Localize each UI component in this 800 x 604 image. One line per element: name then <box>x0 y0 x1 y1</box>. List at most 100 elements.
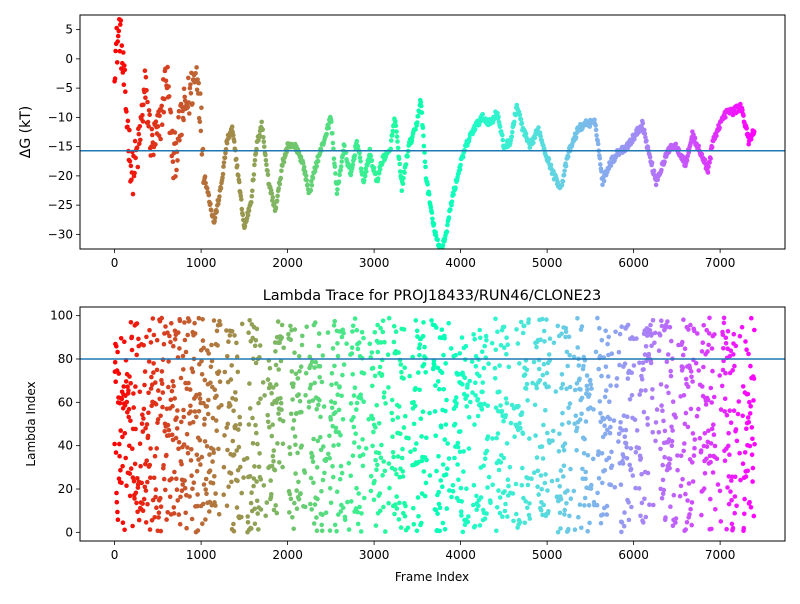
lambda-point <box>440 462 446 467</box>
delta-g-point <box>275 193 280 199</box>
lambda-point <box>182 320 187 325</box>
delta-g-point <box>563 163 569 169</box>
lambda-point <box>681 448 686 454</box>
lambda-point <box>500 514 505 519</box>
lambda-point <box>363 446 369 451</box>
lambda-point <box>329 382 334 388</box>
lambda-point <box>370 416 376 422</box>
lambda-point <box>483 333 489 339</box>
lambda-point <box>492 376 498 381</box>
delta-g-point <box>517 112 523 117</box>
delta-g-point <box>135 164 141 170</box>
delta-g-point <box>331 156 337 161</box>
lambda-point <box>648 360 654 366</box>
lambda-point <box>614 383 619 389</box>
delta-g-point <box>393 123 399 128</box>
lambda-point <box>466 446 472 451</box>
lambda-point <box>442 336 447 341</box>
delta-g-point <box>421 133 426 139</box>
delta-g-point <box>717 125 722 130</box>
lambda-point <box>151 370 156 375</box>
lambda-point <box>237 414 242 420</box>
lambda-point <box>685 498 690 503</box>
delta-g-point <box>237 179 242 185</box>
lambda-point <box>293 442 298 448</box>
lambda-point <box>567 401 573 406</box>
y-tick-label: 60 <box>58 395 73 409</box>
lambda-point <box>608 424 613 430</box>
lambda-point <box>466 514 471 519</box>
lambda-point <box>174 476 179 482</box>
lambda-point <box>157 396 162 402</box>
lambda-point <box>338 509 344 514</box>
delta-g-point <box>124 109 129 114</box>
lambda-point <box>710 368 715 374</box>
lambda-point <box>733 427 739 432</box>
lambda-point <box>126 414 131 420</box>
lambda-point <box>427 410 432 416</box>
lambda-point <box>433 507 439 513</box>
lambda-point <box>654 407 660 412</box>
lambda-point <box>541 422 546 428</box>
lambda-point <box>603 328 608 334</box>
delta-g-point <box>595 141 601 147</box>
lambda-point <box>606 334 611 340</box>
lambda-point <box>641 367 646 372</box>
lambda-point <box>529 476 534 482</box>
lambda-point <box>295 376 301 381</box>
lambda-point <box>650 430 655 435</box>
lambda-point <box>705 349 710 354</box>
delta-g-point <box>332 164 338 169</box>
lambda-point <box>231 408 236 414</box>
lambda-point <box>709 526 714 532</box>
lambda-point <box>473 364 479 369</box>
lambda-point <box>597 353 603 359</box>
lambda-point <box>731 331 737 337</box>
lambda-point <box>288 411 294 417</box>
lambda-point <box>214 328 220 334</box>
delta-g-point <box>684 158 690 163</box>
delta-g-point <box>229 124 235 129</box>
lambda-point <box>298 364 304 370</box>
lambda-point <box>625 414 630 420</box>
lambda-point <box>620 461 626 466</box>
lambda-point <box>619 324 624 330</box>
lambda-point <box>685 424 691 430</box>
lambda-point <box>372 478 377 484</box>
lambda-point <box>545 430 550 436</box>
lambda-point <box>460 529 466 535</box>
lambda-point <box>466 414 472 420</box>
lambda-point <box>251 483 256 489</box>
lambda-point <box>501 455 507 461</box>
lambda-point <box>226 484 231 490</box>
x-tick-label: 1000 <box>186 548 217 562</box>
delta-g-point <box>358 158 363 164</box>
lambda-point <box>197 438 203 443</box>
lambda-point <box>566 420 572 425</box>
delta-g-point <box>418 99 424 105</box>
lambda-point <box>442 437 448 442</box>
lambda-point <box>660 477 666 483</box>
lambda-point <box>172 328 178 334</box>
lambda-point <box>723 341 729 346</box>
lambda-point <box>496 467 502 473</box>
lambda-point <box>287 445 292 450</box>
lambda-point <box>280 441 286 447</box>
delta-g-point <box>429 210 435 215</box>
lambda-point <box>171 505 177 510</box>
lambda-point <box>653 438 658 444</box>
delta-g-point <box>208 201 213 206</box>
delta-g-point <box>129 177 134 183</box>
lambda-point <box>726 430 731 436</box>
delta-g-point <box>176 108 182 114</box>
lambda-point <box>549 478 555 484</box>
lambda-point <box>482 456 488 462</box>
lambda-point <box>380 318 386 324</box>
lambda-point <box>163 487 168 493</box>
lambda-point <box>560 410 565 416</box>
lambda-point <box>247 474 253 479</box>
lambda-point <box>288 337 294 343</box>
lambda-point <box>746 351 751 357</box>
lambda-point <box>634 428 640 433</box>
lambda-point <box>599 451 605 456</box>
